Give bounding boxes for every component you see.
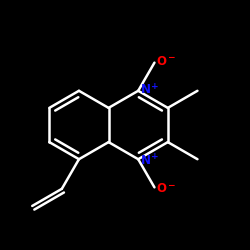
Text: N: N <box>141 83 151 96</box>
Text: −: − <box>166 181 174 190</box>
Text: N: N <box>141 154 151 167</box>
Text: −: − <box>166 53 174 62</box>
Text: O: O <box>156 182 166 196</box>
Text: O: O <box>156 54 166 68</box>
Text: +: + <box>151 152 159 161</box>
Text: +: + <box>151 82 159 90</box>
